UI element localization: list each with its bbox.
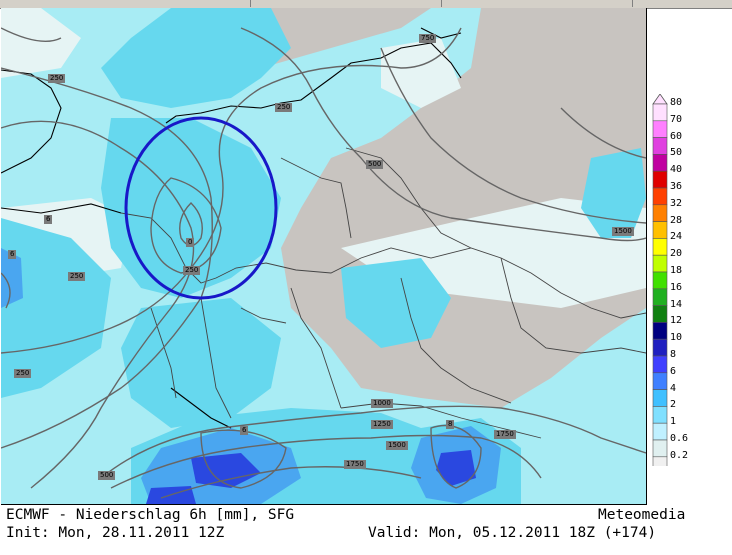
legend-level-label: 32 [670, 197, 683, 209]
isobar-label: 1500 [386, 441, 408, 450]
isobar-label: 0 [186, 238, 195, 247]
isobar-label: 750 [419, 34, 437, 43]
legend-swatch [652, 187, 668, 206]
legend-swatch [652, 305, 668, 323]
legend-level-label: 14 [670, 298, 683, 310]
legend-level-label: 8 [670, 349, 677, 360]
isobar-label: 250 [183, 266, 201, 275]
legend-level-label: 10 [670, 332, 683, 344]
legend-swatch [652, 204, 668, 222]
country-borders [120, 147, 646, 439]
highlight-circle [124, 116, 278, 300]
precip-area-cyan [121, 298, 281, 428]
legend-level-label: 60 [670, 130, 683, 142]
legend-swatch [652, 238, 668, 256]
legend-level-label: 50 [670, 147, 683, 159]
isobar-label: 1750 [344, 460, 366, 469]
isobar-label: 6 [240, 426, 249, 435]
precip-area-darkblue [436, 450, 476, 486]
map-footer: ECMWF - Niederschlag 6h [mm], SFG Meteom… [0, 505, 732, 555]
precip-area-cyan [101, 8, 291, 108]
legend-level-label: 36 [670, 181, 683, 192]
legend-swatch [652, 170, 668, 189]
legend-swatch [652, 389, 668, 407]
legend-level-label: 0.6 [670, 433, 689, 444]
precip-area-blue [1, 248, 23, 308]
init-time: Init: Mon, 28.11.2011 12Z [6, 525, 225, 541]
isobar-label: 6 [44, 215, 53, 224]
legend-swatch [652, 456, 668, 466]
legend-swatch [652, 322, 668, 340]
legend-swatch [652, 406, 668, 424]
legend-arrow-top [652, 94, 668, 105]
isobar-label: 1500 [612, 227, 634, 236]
legend-level-label: 6 [670, 365, 677, 377]
isobar-label: 1250 [371, 420, 393, 429]
legend-swatch [652, 355, 668, 374]
isobar-label: 1000 [371, 399, 393, 408]
legend-level-label: 12 [670, 315, 683, 327]
legend-swatch [652, 372, 668, 390]
valid-time: Valid: Mon, 05.12.2011 18Z (+174) [368, 525, 657, 541]
legend-swatch [652, 221, 668, 239]
legend-swatch [652, 271, 668, 290]
legend-level-label: 4 [670, 382, 677, 394]
isobar-label: 250 [275, 103, 293, 112]
isobar-label: 6 [8, 250, 17, 259]
isobar-label: 500 [366, 160, 384, 169]
legend-level-label: 40 [670, 164, 683, 176]
legend-swatch [652, 254, 668, 273]
legend-level-label: 1 [670, 416, 677, 428]
browser-tab[interactable] [442, 0, 633, 7]
legend-level-label: 18 [670, 265, 683, 276]
precip-area-cyan [581, 148, 646, 238]
browser-tab[interactable] [251, 0, 442, 7]
isobars [1, 27, 646, 499]
legend-level-label: 2 [670, 399, 677, 411]
isobar-label: 250 [48, 74, 66, 83]
legend-level-label: 0.2 [670, 449, 689, 461]
legend-swatch [652, 137, 668, 155]
precipitation-map [1, 8, 647, 505]
legend-colorbar [652, 94, 668, 466]
legend-level-label: 28 [670, 214, 683, 226]
isobar-label: 250 [68, 272, 86, 281]
precip-area-darkblue [191, 453, 261, 488]
precip-area-cyan [1, 218, 111, 398]
legend-swatch [652, 103, 668, 122]
legend-swatch [652, 288, 668, 306]
legend-level-label: 80 [670, 97, 683, 108]
legend-swatch [652, 154, 668, 172]
precip-area-cyan [341, 258, 451, 348]
legend-swatch [652, 422, 668, 441]
map-title: ECMWF - Niederschlag 6h [mm], SFG [6, 507, 295, 523]
legend-level-label: 20 [670, 248, 683, 260]
isobar-label: 8 [446, 420, 455, 429]
isobar-label: 1750 [494, 430, 516, 439]
legend-swatch [652, 338, 668, 357]
legend-level-label: 24 [670, 231, 683, 243]
browser-tab[interactable] [0, 0, 251, 7]
legend-level-label: 16 [670, 281, 683, 293]
legend-swatch [652, 439, 668, 458]
isobar-label: 500 [98, 471, 116, 480]
legend-swatch [652, 120, 668, 138]
legend-level-label: 70 [670, 113, 683, 125]
brand-label: Meteomedia [598, 507, 686, 523]
precip-area-white [1, 8, 81, 78]
precip-area-cyan [101, 118, 281, 298]
precipitation-legend: 80 70 60 50 40 36 32 28 24 20 18 16 14 12 10 8 6 4 2 1 0.6 0.… [652, 94, 732, 474]
isobar-label: 250 [14, 369, 32, 378]
